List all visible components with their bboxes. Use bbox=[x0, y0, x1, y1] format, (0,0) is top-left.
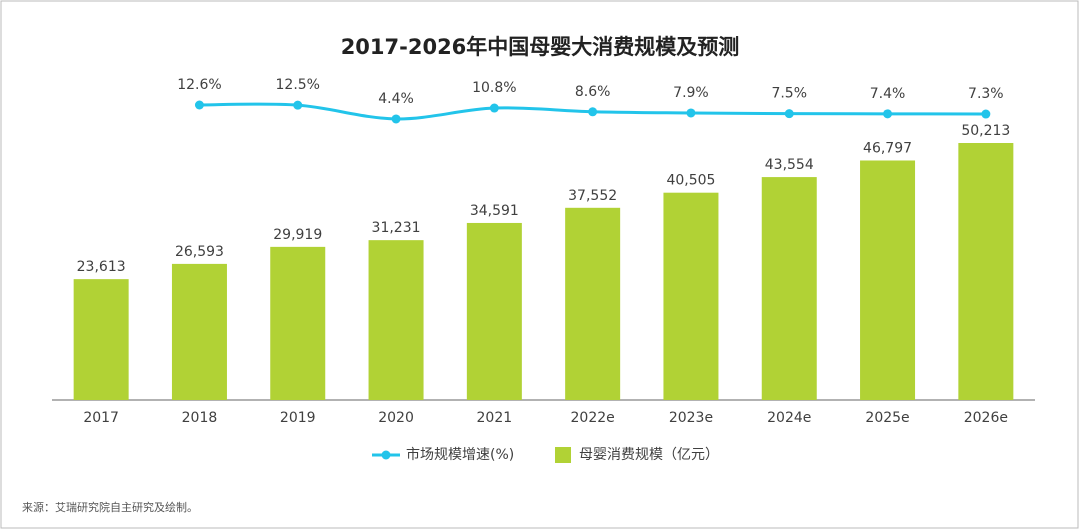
bar-value-label: 43,554 bbox=[765, 157, 814, 173]
x-tick-label: 2018 bbox=[182, 410, 218, 426]
x-tick-label: 2022e bbox=[571, 410, 615, 426]
line-value-label: 7.3% bbox=[968, 86, 1004, 102]
bar bbox=[368, 240, 424, 400]
x-tick-label: 2024e bbox=[767, 410, 811, 426]
bar-value-label: 26,593 bbox=[175, 244, 224, 260]
line-point bbox=[981, 109, 991, 119]
line-value-label: 10.8% bbox=[472, 80, 516, 96]
line-point bbox=[194, 100, 204, 110]
bar bbox=[565, 207, 621, 400]
line-point bbox=[686, 108, 696, 118]
bar-value-label: 50,213 bbox=[961, 123, 1010, 139]
line-value-label: 12.5% bbox=[276, 77, 320, 93]
legend-label: 母婴消费规模（亿元） bbox=[579, 447, 719, 463]
line-point bbox=[588, 107, 598, 117]
bar bbox=[663, 192, 719, 400]
bar bbox=[466, 222, 522, 400]
line-value-label: 7.9% bbox=[673, 85, 709, 101]
chart-title: 2017-2026年中国母婴大消费规模及预测 bbox=[341, 35, 740, 59]
legend-swatch bbox=[555, 447, 571, 463]
line-value-label: 8.6% bbox=[575, 84, 611, 100]
line-value-label: 4.4% bbox=[378, 91, 414, 107]
x-tick-label: 2021 bbox=[477, 410, 513, 426]
bar bbox=[761, 177, 817, 400]
legend-label: 市场规模增速(%) bbox=[406, 446, 514, 463]
x-tick-label: 2017 bbox=[83, 410, 119, 426]
bar-value-label: 40,505 bbox=[666, 173, 715, 189]
bar bbox=[171, 263, 227, 400]
line-point bbox=[883, 109, 893, 119]
bar-value-label: 37,552 bbox=[568, 188, 617, 204]
line-point bbox=[391, 114, 401, 124]
x-tick-label: 2025e bbox=[865, 410, 909, 426]
x-tick-label: 2023e bbox=[669, 410, 713, 426]
bar bbox=[270, 246, 326, 400]
line-value-label: 7.4% bbox=[870, 86, 906, 102]
x-tick-label: 2020 bbox=[378, 410, 414, 426]
source-note: 来源：艾瑞研究院自主研究及绘制。 bbox=[22, 500, 198, 514]
line-point bbox=[784, 109, 794, 119]
bar bbox=[860, 160, 916, 400]
x-tick-label: 2019 bbox=[280, 410, 316, 426]
line-value-label: 12.6% bbox=[177, 77, 221, 93]
line-point bbox=[489, 103, 499, 113]
x-tick-label: 2026e bbox=[964, 410, 1008, 426]
bar-value-label: 34,591 bbox=[470, 203, 519, 219]
bar-value-label: 23,613 bbox=[77, 259, 126, 275]
bar-value-label: 31,231 bbox=[372, 220, 421, 236]
bar-value-label: 46,797 bbox=[863, 140, 912, 156]
line-value-label: 7.5% bbox=[771, 86, 807, 102]
bar bbox=[73, 279, 129, 400]
bar bbox=[958, 143, 1014, 400]
bar-value-label: 29,919 bbox=[273, 227, 322, 243]
legend-marker bbox=[381, 450, 391, 460]
line-point bbox=[293, 100, 303, 110]
